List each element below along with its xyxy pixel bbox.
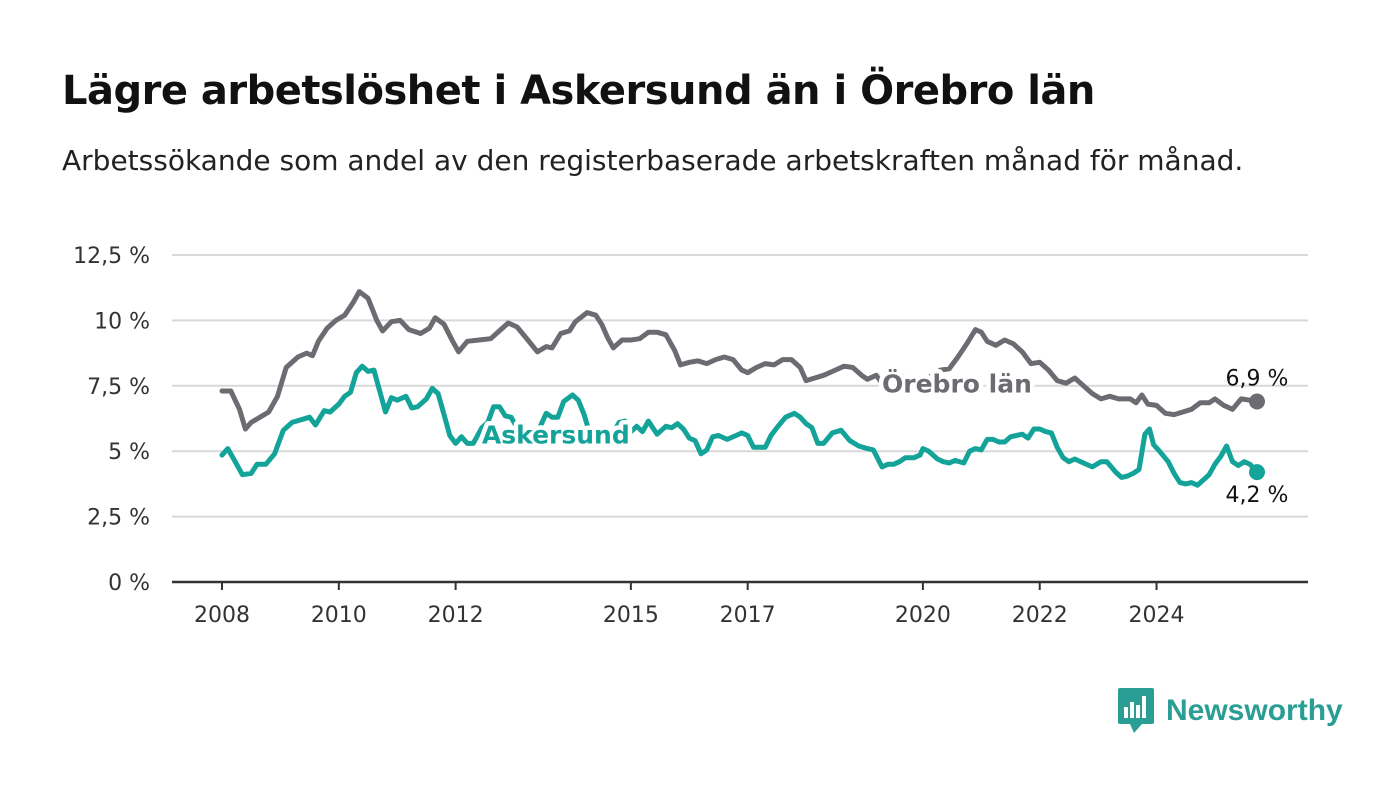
y-tick-label: 5 % (108, 440, 150, 465)
chart-subtitle: Arbetssökande som andel av den registerb… (62, 144, 1244, 177)
x-tick-label: 2024 (1129, 603, 1185, 628)
x-axis: 2008 2010 2012 2015 2017 2020 2022 2024 (172, 580, 1308, 628)
chart-title: Lägre arbetslöshet i Askersund än i Öreb… (62, 68, 1095, 114)
newsworthy-brand: Newsworthy (1118, 688, 1343, 734)
series-line-orebro (219, 289, 1260, 432)
series-line-askersund (219, 363, 1260, 488)
gridlines (172, 254, 1308, 518)
end-value-label-askersund: 4,2 % (1226, 483, 1289, 508)
newsworthy-logo-icon (1118, 688, 1154, 733)
x-tick-label: 2015 (603, 603, 659, 628)
x-tick-label: 2022 (1012, 603, 1068, 628)
y-tick-label: 0 % (108, 571, 150, 596)
series-labels: 6,9 % 4,2 % Örebro län Askersund (477, 364, 1289, 508)
x-tick-label: 2010 (311, 603, 367, 628)
end-point-orebro (1249, 393, 1265, 410)
series-lines (219, 289, 1265, 488)
y-tick-label: 2,5 % (87, 506, 150, 531)
y-axis-tick-labels: 0 % 2,5 % 5 % 7,5 % 10 % 12,5 % (73, 244, 150, 596)
x-tick-label: 2008 (194, 603, 250, 628)
x-tick-label: 2012 (428, 603, 484, 628)
end-point-askersund (1249, 464, 1265, 481)
x-tick-label: 2017 (720, 603, 776, 628)
end-value-label-orebro: 6,9 % (1226, 366, 1289, 391)
brand-name: Newsworthy (1166, 694, 1343, 727)
y-tick-label: 12,5 % (73, 244, 150, 269)
series-label-askersund: Askersund (482, 420, 630, 449)
y-tick-label: 10 % (94, 309, 150, 334)
x-tick-label: 2020 (895, 603, 951, 628)
series-label-orebro: Örebro län (882, 368, 1032, 398)
y-tick-label: 7,5 % (87, 375, 150, 400)
